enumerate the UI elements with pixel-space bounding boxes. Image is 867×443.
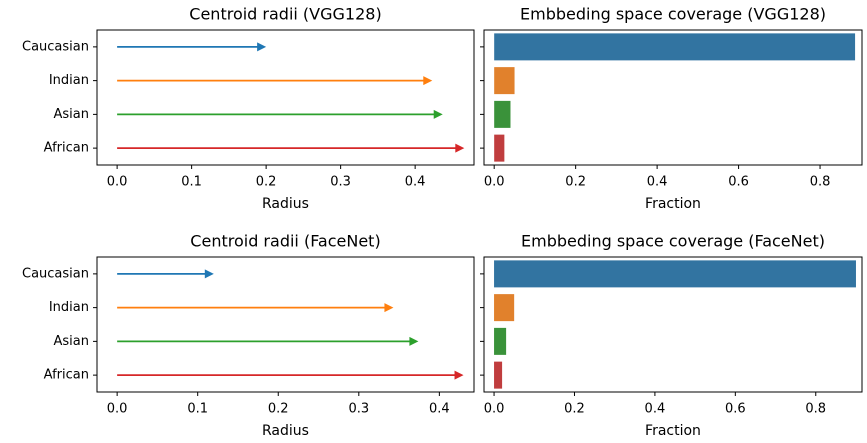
arrow-head bbox=[454, 370, 464, 380]
x-tick-label: 0.8 bbox=[810, 175, 831, 190]
x-axis-label: Fraction bbox=[645, 196, 701, 212]
bar bbox=[494, 33, 856, 61]
y-tick-label: Caucasian bbox=[22, 266, 89, 281]
y-tick-label: Caucasian bbox=[22, 39, 89, 54]
arrow-head bbox=[204, 269, 214, 279]
x-tick-label: 0.6 bbox=[728, 175, 749, 190]
x-tick-label: 0.3 bbox=[348, 402, 369, 417]
x-tick-label: 0.0 bbox=[107, 175, 128, 190]
arrow-head bbox=[257, 42, 267, 52]
chart-title: Centroid radii (FaceNet) bbox=[190, 232, 380, 251]
chart-title: Embbeding space coverage (VGG128) bbox=[520, 5, 826, 24]
y-tick-label: Asian bbox=[54, 107, 89, 122]
bar bbox=[494, 67, 515, 95]
arrow-head bbox=[455, 143, 465, 153]
x-tick-label: 0.6 bbox=[725, 402, 746, 417]
arrow bbox=[117, 76, 433, 86]
arrow bbox=[117, 109, 443, 119]
arrow-head bbox=[423, 76, 433, 86]
x-tick-label: 0.4 bbox=[647, 175, 668, 190]
x-tick-label: 0.3 bbox=[330, 175, 351, 190]
arrow bbox=[117, 370, 464, 380]
arrow-head bbox=[433, 109, 443, 119]
bar bbox=[494, 100, 511, 128]
x-tick-label: 0.2 bbox=[564, 402, 585, 417]
x-tick-label: 0.2 bbox=[256, 175, 277, 190]
axes-frame bbox=[96, 29, 475, 166]
x-axis-label: Fraction bbox=[645, 423, 701, 439]
x-tick-label: 0.1 bbox=[181, 175, 202, 190]
x-tick-label: 0.4 bbox=[645, 402, 666, 417]
x-tick-label: 0.0 bbox=[484, 402, 505, 417]
bar bbox=[494, 134, 505, 162]
axes-frame bbox=[483, 256, 863, 393]
x-tick-label: 0.1 bbox=[187, 402, 208, 417]
x-tick-label: 0.8 bbox=[805, 402, 826, 417]
chart-title: Embbeding space coverage (FaceNet) bbox=[521, 232, 825, 251]
bar bbox=[494, 260, 856, 288]
x-tick-label: 0.0 bbox=[107, 402, 128, 417]
bar bbox=[494, 294, 515, 322]
arrow bbox=[117, 143, 465, 153]
y-tick-label: Asian bbox=[54, 334, 89, 349]
arrow-head bbox=[384, 303, 394, 313]
chart-title: Centroid radii (VGG128) bbox=[189, 5, 381, 24]
arrow bbox=[117, 269, 214, 279]
y-tick-label: Indian bbox=[49, 73, 89, 88]
x-tick-label: 0.0 bbox=[484, 175, 505, 190]
arrow bbox=[117, 303, 394, 313]
bar bbox=[494, 361, 503, 389]
x-tick-label: 0.4 bbox=[429, 402, 450, 417]
x-axis-label: Radius bbox=[262, 423, 309, 439]
arrow-head bbox=[409, 336, 419, 346]
arrow bbox=[117, 336, 419, 346]
y-tick-label: African bbox=[44, 141, 89, 156]
axes-frame bbox=[96, 256, 475, 393]
x-tick-label: 0.4 bbox=[405, 175, 426, 190]
x-tick-label: 0.2 bbox=[268, 402, 289, 417]
y-tick-label: Indian bbox=[49, 300, 89, 315]
y-tick-label: African bbox=[44, 368, 89, 383]
axes-frame bbox=[483, 29, 863, 166]
bar bbox=[494, 327, 507, 355]
x-axis-label: Radius bbox=[262, 196, 309, 212]
arrow bbox=[117, 42, 267, 52]
x-tick-label: 0.2 bbox=[565, 175, 586, 190]
